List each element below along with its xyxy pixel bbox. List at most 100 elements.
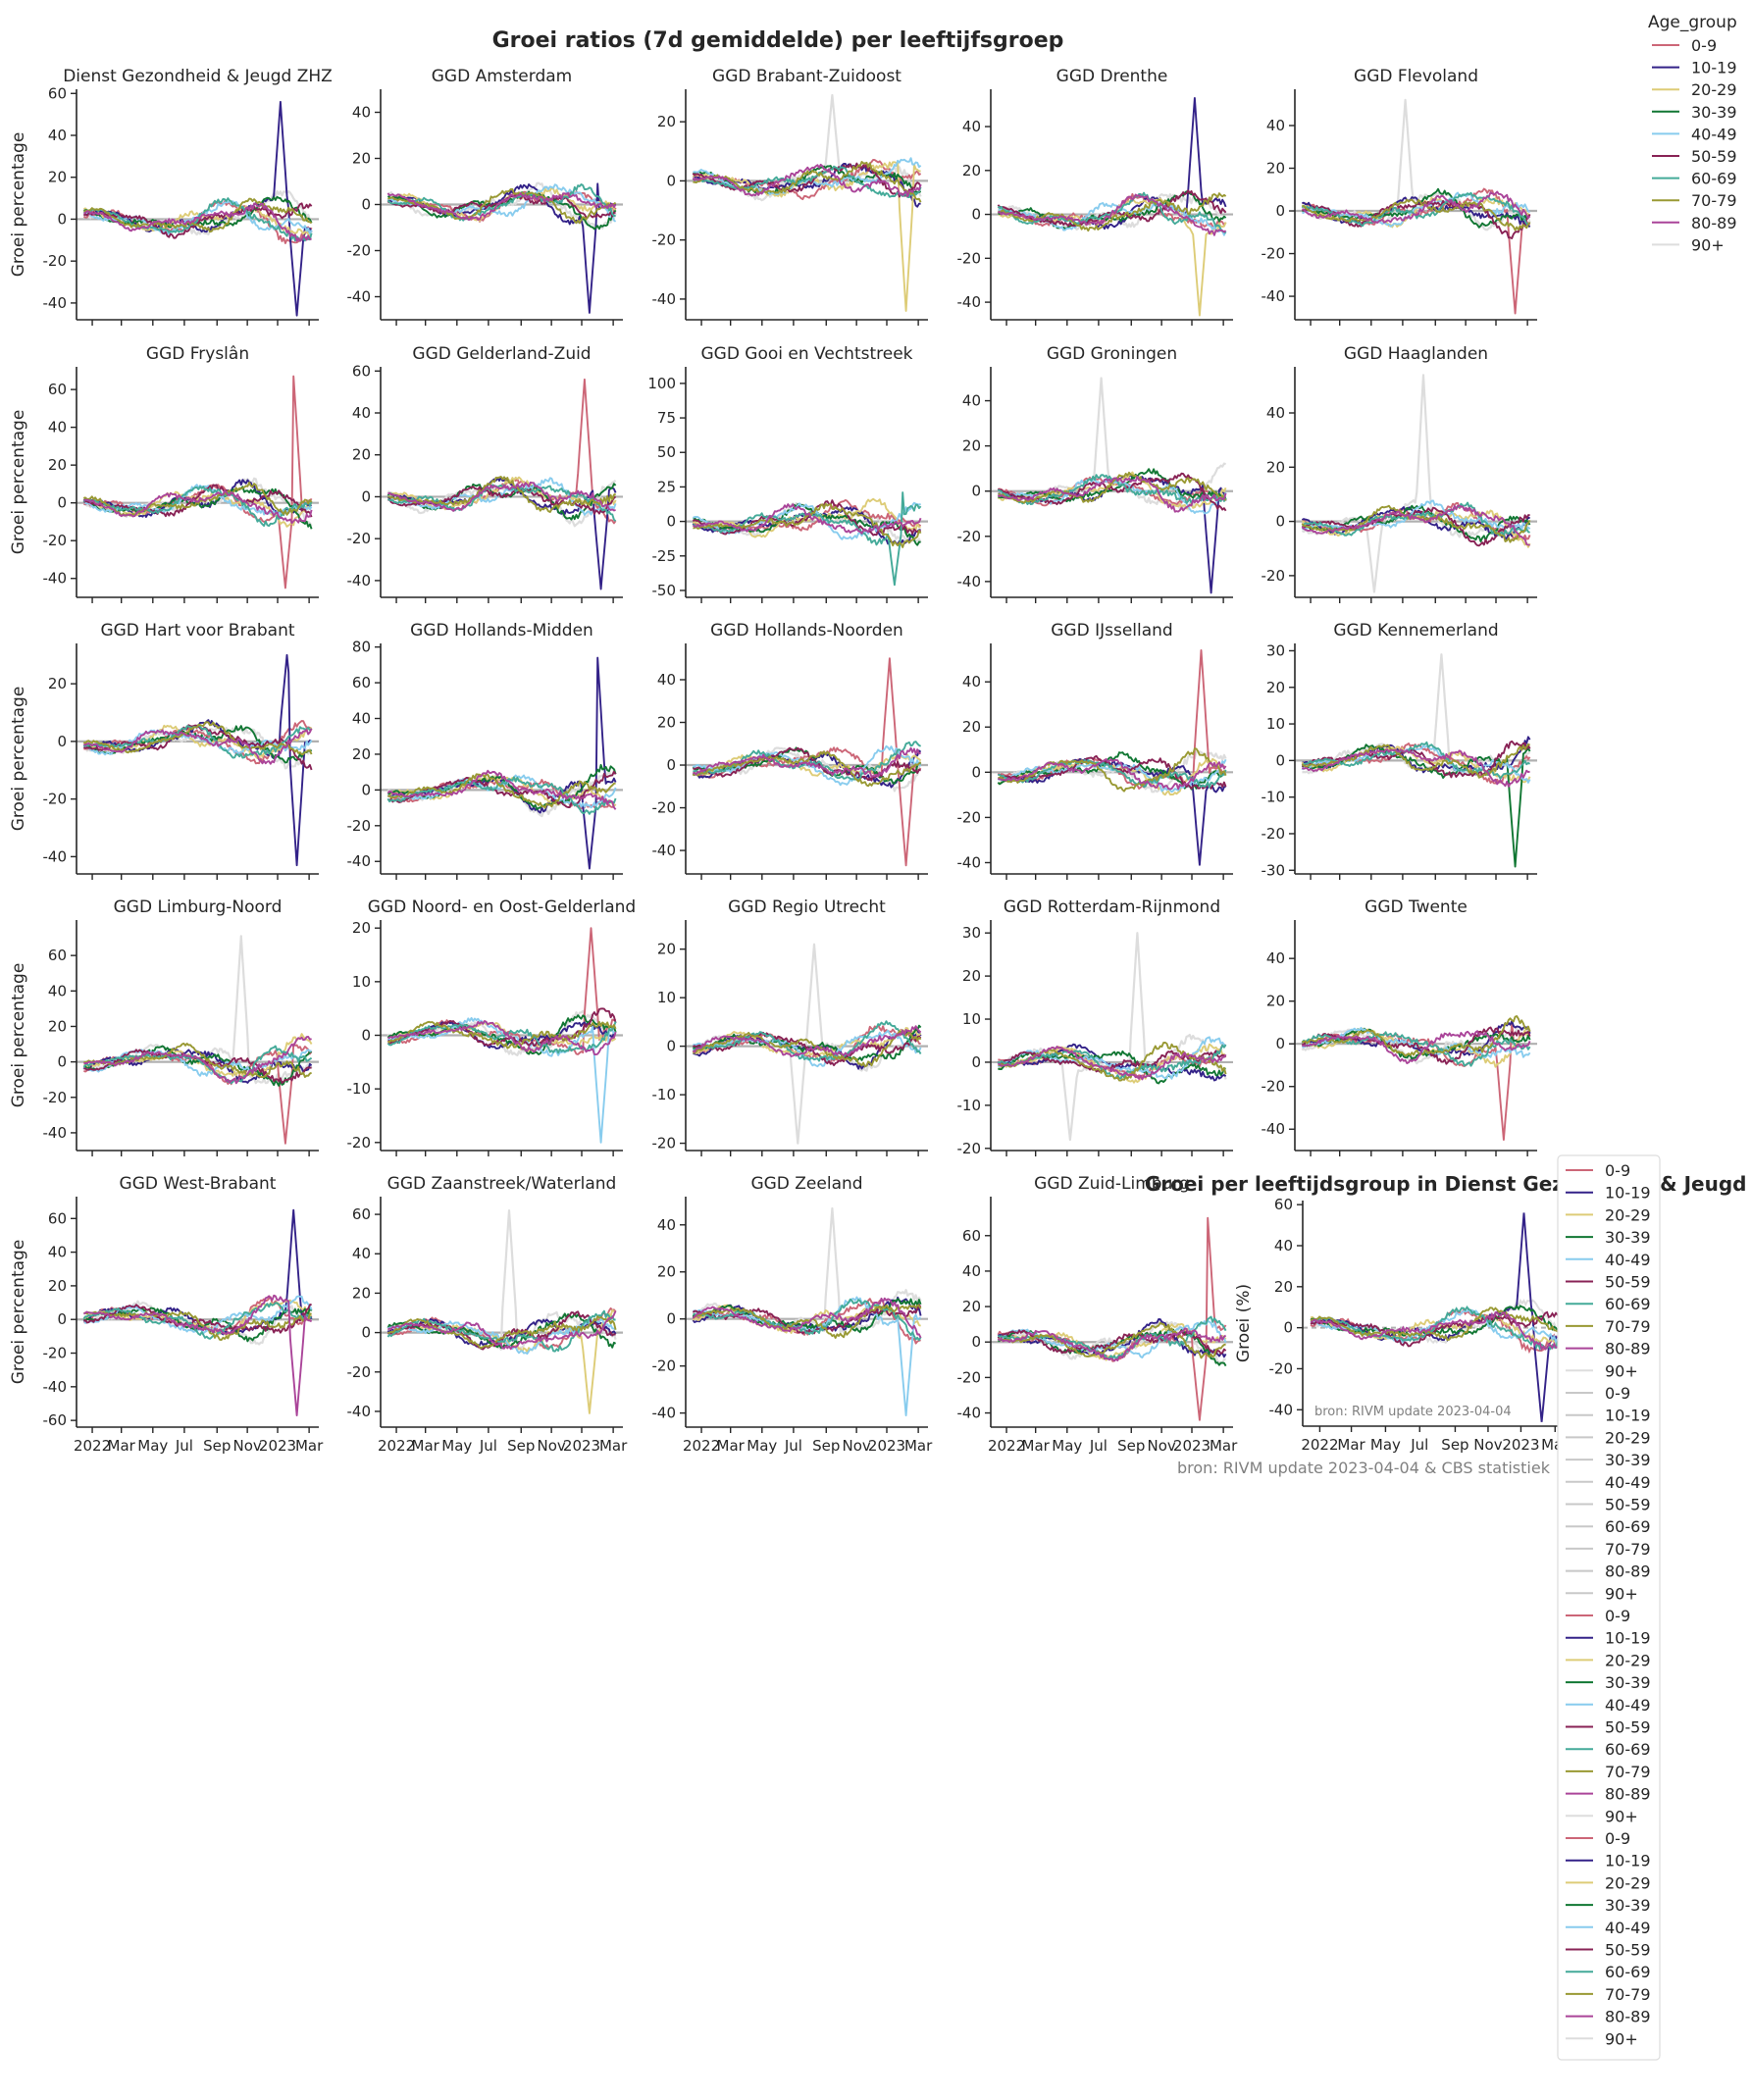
y-tick-label: 0	[971, 763, 981, 781]
panel-title: GGD Limburg-Noord	[114, 897, 283, 917]
inset-legend-item: 40-49	[1566, 1696, 1651, 1715]
series-line-70-79	[693, 1029, 922, 1068]
inset-legend-label: 50-59	[1605, 1941, 1651, 1960]
legend-item: 0-9	[1652, 36, 1717, 55]
y-tick-label: 0	[1275, 751, 1285, 769]
inset-legend-label: 40-49	[1605, 1696, 1651, 1715]
inset-legend-label: 0-9	[1605, 1829, 1630, 1848]
y-tick-label: -20	[43, 252, 68, 270]
inset-x-tick-label: 2023	[1502, 1436, 1539, 1454]
series-line-60-69	[82, 1302, 312, 1340]
inset-y-tick-label: 20	[1274, 1278, 1293, 1296]
inset-legend-label: 70-79	[1605, 1763, 1651, 1781]
inset-legend-label: 90+	[1605, 1584, 1638, 1603]
series-line-60-69	[692, 165, 922, 199]
x-tick-label: May	[137, 1437, 168, 1455]
panel-title: GGD Rotterdam-Rijnmond	[1004, 897, 1220, 917]
y-tick-label: -20	[43, 532, 68, 549]
panel-title: GGD Zeeland	[750, 1174, 862, 1194]
y-tick-label: 40	[962, 1262, 981, 1280]
y-tick-label: 0	[666, 1310, 676, 1328]
y-tick-label: -10	[1262, 789, 1286, 806]
y-tick-label: -20	[347, 530, 372, 547]
series-line-70-79	[693, 502, 922, 548]
x-tick-label: 2022	[74, 1437, 111, 1455]
panel-title: Dienst Gezondheid & Jeugd ZHZ	[63, 67, 333, 86]
y-tick-label: -40	[652, 290, 677, 308]
inset-x-tick-label: 2022	[1301, 1436, 1338, 1454]
inset-legend-item: 10-19	[1566, 1852, 1651, 1870]
series-line-70-79	[997, 747, 1227, 793]
y-tick-label: 0	[666, 513, 676, 531]
series-line-60-69	[693, 1298, 922, 1342]
y-tick-label: 40	[352, 710, 371, 728]
panel-title: GGD Kennemerland	[1333, 621, 1498, 640]
inset-legend-label: 50-59	[1605, 1718, 1651, 1737]
y-tick-label: -20	[957, 528, 982, 545]
x-tick-label: 2022	[988, 1437, 1025, 1455]
y-tick-label: -20	[1262, 1078, 1286, 1096]
legend-item: 40-49	[1652, 125, 1737, 143]
y-tick-label: 40	[48, 1244, 67, 1261]
series-line-90+	[1301, 1026, 1531, 1065]
inset-legend-item: 10-19	[1566, 1629, 1651, 1648]
series-line-40-49	[1302, 191, 1530, 228]
x-tick-label: Jul	[1089, 1437, 1107, 1455]
y-tick-label: 20	[48, 1017, 67, 1035]
x-tick-label: Sep	[507, 1437, 535, 1455]
panel-ggd-brabant-zuidoost: GGD Brabant-Zuidoost -40 -20 0 20	[652, 67, 928, 326]
panel-ggd-kennemerland: GGD Kennemerland -30 -20 -10 0 10 20 30	[1262, 621, 1537, 880]
y-tick-label: 0	[666, 756, 676, 774]
y-tick-label: -40	[347, 572, 372, 589]
y-tick-label: 40	[48, 419, 67, 436]
inset-legend-label: 20-29	[1605, 1651, 1651, 1669]
y-tick-label: 40	[352, 404, 371, 422]
series-line-60-69	[386, 484, 617, 522]
x-tick-label: 2022	[378, 1437, 415, 1455]
y-tick-label: -40	[347, 852, 372, 870]
legend-label: 70-79	[1691, 191, 1737, 210]
series-line-80-89	[693, 746, 922, 778]
inset-legend-item: 80-89	[1566, 1562, 1651, 1581]
inset-legend-label: 40-49	[1605, 1919, 1651, 1937]
series-line-70-79	[387, 187, 617, 225]
series-line-80-89	[386, 769, 617, 810]
y-tick-label: -40	[652, 1405, 677, 1422]
panel-ggd-rotterdam-rijnmond: GGD Rotterdam-Rijnmond -20 -10 0 10 20 30	[957, 897, 1233, 1157]
y-tick-label: 20	[352, 919, 371, 937]
inset-legend-label: 70-79	[1605, 1985, 1651, 2004]
legend-item: 60-69	[1652, 170, 1737, 188]
series-line-60-69	[82, 1045, 313, 1085]
inset-legend-item: 50-59	[1566, 1941, 1651, 1960]
inset-x-tick-label: Jul	[1410, 1436, 1428, 1454]
panel-ggd-regio-utrecht: GGD Regio Utrecht -20 -10 0 10 20	[652, 897, 928, 1156]
series-line-80-89	[386, 191, 617, 221]
panel-title: GGD Hart voor Brabant	[100, 621, 294, 640]
inset-legend-label: 80-89	[1605, 2008, 1651, 2026]
panel-title: GGD Noord- en Oost-Gelderland	[368, 897, 636, 917]
inset-legend-item: 60-69	[1566, 1740, 1651, 1759]
series-line-0-9	[83, 375, 313, 589]
y-tick-label: 0	[971, 206, 981, 224]
inset-legend-item: 70-79	[1566, 1985, 1651, 2004]
inset-legend-item: 90+	[1566, 1584, 1638, 1603]
series-line-60-69	[1301, 191, 1530, 228]
inset-legend-item: 20-29	[1566, 1651, 1651, 1669]
panel-title: GGD Zaanstreek/Waterland	[387, 1174, 617, 1194]
inset-legend-label: 60-69	[1605, 1295, 1651, 1313]
x-tick-label: Nov	[537, 1437, 565, 1455]
y-tick-label: 20	[962, 1298, 981, 1315]
y-tick-label: 0	[1275, 202, 1285, 220]
legend-item: 80-89	[1652, 214, 1737, 232]
y-tick-label: 0	[57, 1310, 67, 1328]
y-tick-label: 0	[361, 781, 371, 798]
panel-ggd-haaglanden: GGD Haaglanden -20 0 20 40	[1262, 344, 1537, 603]
legend-item: 70-79	[1652, 191, 1737, 210]
inset-legend-label: 30-39	[1605, 1896, 1651, 1915]
y-tick-label: -40	[957, 1405, 982, 1422]
y-tick-label: 0	[57, 210, 67, 228]
inset-legend-label: 50-59	[1605, 1496, 1651, 1514]
series-line-80-89	[386, 1310, 617, 1351]
y-tick-label: 20	[352, 1284, 371, 1302]
